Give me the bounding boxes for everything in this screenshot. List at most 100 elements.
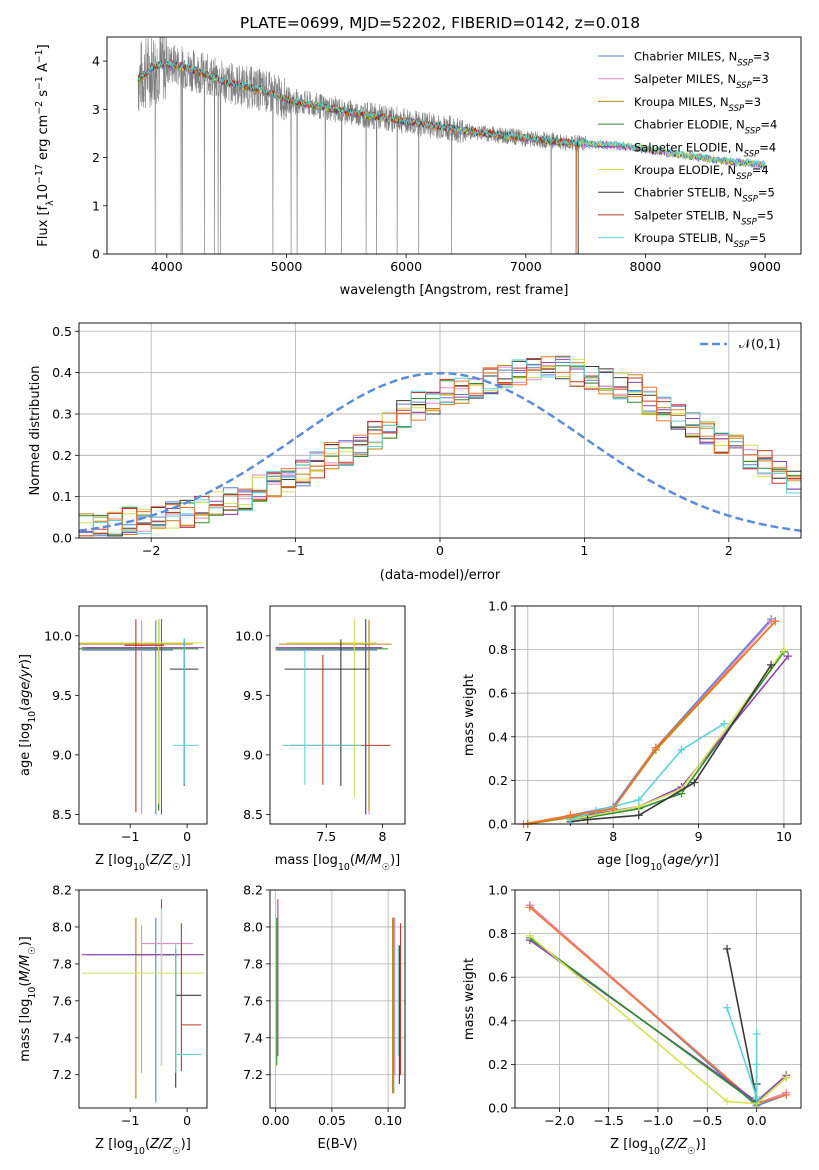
legend-label: Salpeter MILES, NSSP=3 [634, 72, 769, 91]
series-marker [651, 743, 660, 752]
y-tick-label: 8.2 [52, 883, 72, 898]
y-tick-label: 0.4 [488, 1013, 508, 1028]
series-marker [609, 804, 618, 813]
panel-mass_vs_Z: −1 0 7.2 7.4 7.6 7.8 8.0 8.2 Z [log10(Z/Z☉)] mass… [18, 883, 208, 1157]
x-tick-label: −2 [142, 543, 160, 558]
x-tick-label: 10 [776, 829, 792, 844]
series-marker [720, 719, 729, 728]
x-tick-label: 7 [524, 829, 532, 844]
y-axis-label: age [log10(age/yr)] [18, 654, 38, 776]
legend-label: Kroupa MILES, NSSP=3 [634, 95, 761, 114]
series-line [726, 948, 758, 1100]
y-tick-label: 7.6 [52, 993, 72, 1008]
histogram-step [79, 364, 801, 536]
histogram-step [79, 356, 801, 537]
y-tick-label: 8.0 [243, 919, 263, 934]
y-tick-label: 0.2 [52, 448, 72, 463]
x-tick-label: 1 [580, 543, 588, 558]
y-axis-label: Flux [fλ10−17 erg cm−2 s−1 A−1] [34, 44, 56, 246]
y-tick-label: 8.5 [52, 807, 72, 822]
series-marker [723, 1097, 732, 1106]
y-tick-label: 8.5 [243, 807, 263, 822]
x-tick-label: −0.5 [692, 1113, 722, 1128]
y-axis-label: mass weight [462, 958, 477, 1040]
legend-label: Chabrier MILES, NSSP=3 [634, 50, 770, 69]
y-tick-label: 7.6 [243, 993, 263, 1008]
series-marker [752, 1029, 761, 1038]
series-marker [767, 660, 776, 669]
y-tick-label: 3 [92, 102, 100, 117]
axes-frame [78, 889, 208, 1109]
y-tick-label: 0.4 [52, 365, 72, 380]
x-axis-label: Z [log10(Z/Z☉)] [95, 1137, 191, 1157]
x-axis-label: Z [log10(Z/Z☉)] [95, 853, 191, 873]
y-tick-label: 0.8 [488, 926, 508, 941]
y-tick-label: 8.0 [52, 919, 72, 934]
y-tick-label: 0.0 [52, 531, 72, 546]
x-tick-label: 9000 [749, 259, 781, 274]
histogram-step [79, 362, 801, 537]
axes-frame [78, 322, 802, 539]
panel-mass_vs_EBV: 0.00 0.05 0.10 7.2 7.4 7.6 7.8 8.0 8.2 E(B-V) [243, 883, 406, 1152]
x-tick-label: −1 [121, 829, 139, 844]
y-tick-label: 7.4 [243, 1030, 263, 1045]
panel-age_vs_mass: 7.5 8 8.5 9.0 9.5 10.0 mass [log10(M/M☉)] [235, 605, 406, 873]
legend-label: Kroupa ELODIE, NSSP=4 [634, 163, 769, 182]
y-tick-label: 7.2 [52, 1067, 72, 1082]
y-tick-label: 0.8 [488, 642, 508, 657]
y-tick-label: 0.6 [488, 686, 508, 701]
y-tick-label: 9.5 [52, 688, 72, 703]
y-tick-label: 9.0 [52, 747, 72, 762]
y-tick-label: 0.4 [488, 729, 508, 744]
legend-label: Salpeter ELODIE, NSSP=4 [634, 140, 776, 159]
series-line [570, 649, 785, 821]
histogram-step [79, 362, 801, 535]
series-marker [723, 944, 732, 953]
y-tick-label: 0.0 [488, 817, 508, 832]
x-tick-label: 8000 [630, 259, 662, 274]
series-marker [525, 931, 534, 940]
x-tick-label: 0.0 [747, 1113, 767, 1128]
x-tick-label: 6000 [390, 259, 422, 274]
series-line [570, 664, 772, 823]
y-tick-label: 10.0 [44, 628, 72, 643]
axes-frame [78, 605, 208, 825]
series-marker [752, 1095, 761, 1104]
panel-mass_weight_vs_Z: −2.0 −1.5 −1.0 −0.5 0.0 0.0 0.2 0.4 0.6 0.8 1.0 Z [… [462, 883, 802, 1157]
series-marker [771, 617, 780, 626]
x-tick-label: 2 [725, 543, 733, 558]
y-axis-label: Normed distribution [28, 366, 43, 496]
y-tick-label: 0.2 [488, 1057, 508, 1072]
series-marker [752, 1060, 761, 1069]
y-tick-label: 4 [92, 54, 100, 69]
y-tick-label: 9.5 [243, 688, 263, 703]
y-tick-label: 7.8 [52, 956, 72, 971]
series-marker [782, 1073, 791, 1082]
legend-label: Chabrier STELIB, NSSP=5 [634, 186, 775, 205]
y-tick-label: 7.8 [243, 956, 263, 971]
series-marker [723, 1003, 732, 1012]
x-tick-label: −1 [286, 543, 304, 558]
x-tick-label: −2.0 [544, 1113, 574, 1128]
x-axis-label: mass [log10(M/M☉)] [275, 853, 401, 873]
y-tick-label: 7.2 [243, 1067, 263, 1082]
axes-frame [514, 605, 802, 825]
series-marker [634, 811, 643, 820]
series-marker [779, 645, 788, 654]
x-tick-label: 5000 [271, 259, 303, 274]
x-tick-label: 9 [695, 829, 703, 844]
y-tick-label: 1 [92, 198, 100, 213]
series-marker [566, 811, 575, 820]
y-tick-label: 7.4 [52, 1030, 72, 1045]
series-line [570, 651, 785, 821]
series-marker [677, 745, 686, 754]
x-tick-label: 7.5 [316, 829, 336, 844]
x-tick-label: 0.05 [318, 1113, 346, 1128]
legend-label: 𝒩(0,1) [739, 336, 781, 351]
x-axis-label: E(B-V) [317, 1137, 357, 1152]
series-marker [784, 652, 793, 661]
series-marker [782, 1090, 791, 1099]
series-marker [634, 796, 643, 805]
x-tick-label: 0.00 [262, 1113, 290, 1128]
